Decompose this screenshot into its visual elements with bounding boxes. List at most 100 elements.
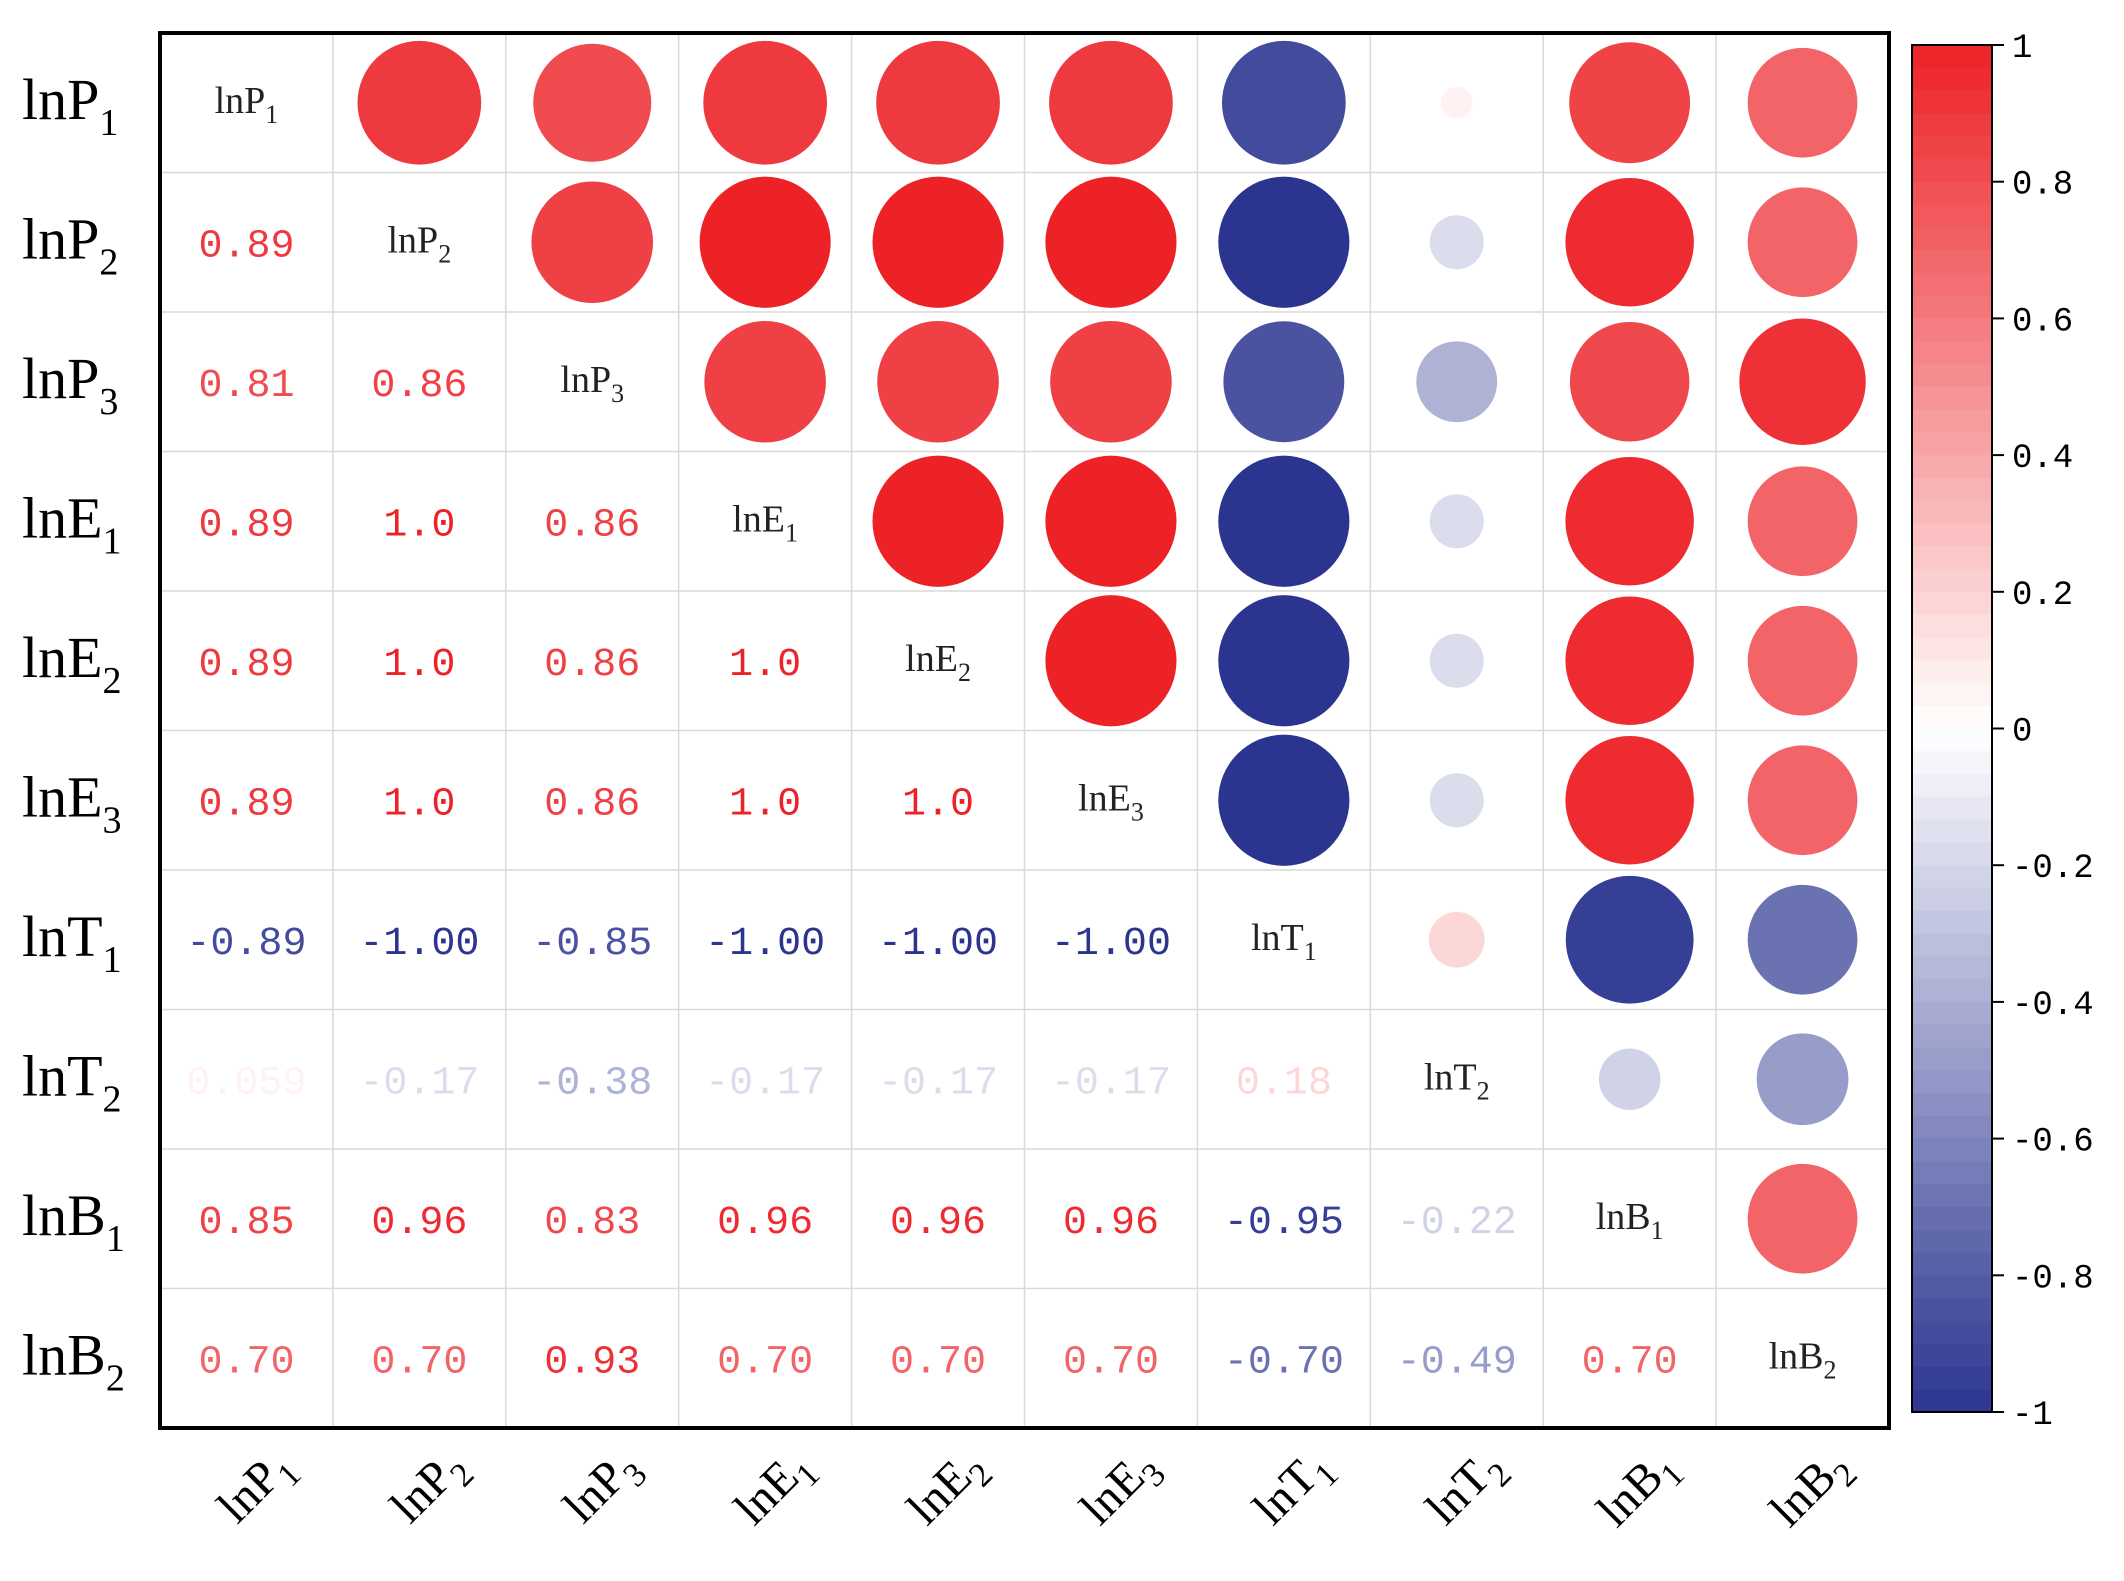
diagonal-label-sub: 3 <box>611 379 624 408</box>
value-label: -0.17 <box>359 1061 479 1106</box>
correlation-circle <box>1429 215 1484 270</box>
value-label: -0.17 <box>705 1061 825 1106</box>
diagonal-label: lnE1 <box>732 498 798 547</box>
colorbar-segment <box>1912 204 1992 228</box>
colorbar-tick-label: 0.2 <box>2012 577 2073 615</box>
value-label: -0.38 <box>532 1061 652 1106</box>
diagonal-label-base: lnT <box>1424 1056 1477 1098</box>
colorbar-segment <box>1912 227 1992 251</box>
correlation-circle <box>1569 322 1690 442</box>
colorbar-segment <box>1912 979 1992 1003</box>
value-label: -1.00 <box>705 922 825 967</box>
value-label: 0.83 <box>544 1201 640 1246</box>
diagonal-label: lnE3 <box>1078 777 1144 826</box>
diagonal-label-sub: 2 <box>1824 1355 1837 1384</box>
correlation-circle <box>1565 178 1694 307</box>
value-label: -1.00 <box>1051 922 1171 967</box>
colorbar-segment <box>1912 728 1992 752</box>
correlation-circle <box>1218 734 1350 866</box>
colorbar-segment <box>1912 1138 1992 1162</box>
row-label: lnB2 <box>22 1322 125 1399</box>
colorbar-segment <box>1912 682 1992 707</box>
column-labels: lnP1 lnP2 lnP3 lnE1 lnE2 lnE3 lnT1 lnT2 lnB1 lnB2 <box>207 1438 1865 1543</box>
diagonal-label-sub: 2 <box>958 658 971 687</box>
colorbar-segment <box>1912 1320 1992 1345</box>
correlation-circle <box>1218 455 1350 587</box>
column-label: lnE1 <box>724 1438 827 1541</box>
diagonal-label: lnT1 <box>1251 917 1317 966</box>
correlation-circle <box>1429 633 1484 688</box>
value-label: 0.89 <box>198 782 294 827</box>
value-label: 0.96 <box>717 1201 813 1246</box>
correlation-circle <box>1756 1033 1849 1126</box>
colorbar-segment <box>1912 637 1992 661</box>
colorbar-segment <box>1912 933 1992 957</box>
value-label: 1.0 <box>902 782 974 827</box>
colorbar-segment <box>1912 67 1992 92</box>
column-label: lnP1 <box>207 1438 308 1539</box>
colorbar-segment <box>1912 1093 1992 1117</box>
colorbar-segment <box>1912 1070 1992 1094</box>
row-label: lnE2 <box>22 625 122 702</box>
colorbar-tick-label: 1 <box>2012 30 2032 68</box>
colorbar-segment <box>1912 614 1992 638</box>
column-label: lnP3 <box>553 1438 654 1539</box>
colorbar-segment <box>1912 136 1992 160</box>
colorbar-segment <box>1912 1161 1992 1185</box>
correlation-circle <box>1569 42 1691 164</box>
colorbar-tick-label: 0.8 <box>2012 167 2073 205</box>
value-label: -1.00 <box>878 922 998 967</box>
row-label-sub: 2 <box>103 1078 122 1120</box>
colorbar-segment <box>1912 113 1992 137</box>
colorbar-segment <box>1912 295 1992 319</box>
colorbar-tick-label: 0.6 <box>2012 303 2073 341</box>
row-label-base: lnB <box>22 1322 106 1387</box>
row-label-sub: 3 <box>103 799 122 841</box>
row-label-sub: 1 <box>103 520 122 562</box>
row-label-sub: 1 <box>103 939 122 981</box>
diagonal-label-base: lnE <box>905 638 958 680</box>
diagonal-label-base: lnP <box>387 219 438 261</box>
correlation-circle <box>1045 455 1177 587</box>
row-label: lnP1 <box>22 67 118 144</box>
colorbar-segment <box>1912 1184 1992 1208</box>
column-label: lnB1 <box>1587 1438 1692 1543</box>
row-label: lnE3 <box>22 764 122 841</box>
correlation-circle <box>1049 40 1173 165</box>
value-label: -1.00 <box>359 922 479 967</box>
value-label: 0.86 <box>544 782 640 827</box>
colorbar-segment <box>1912 705 1992 730</box>
value-label: 0.70 <box>1582 1340 1678 1385</box>
colorbar-segment <box>1912 660 1992 684</box>
correlation-circle <box>1747 466 1858 577</box>
colorbar-segment <box>1912 546 1992 570</box>
value-label: 0.70 <box>198 1340 294 1385</box>
diagonal-label: lnB2 <box>1769 1335 1837 1384</box>
colorbar-segment <box>1912 774 1992 798</box>
diagonal-label-sub: 1 <box>265 100 278 129</box>
correlation-circle <box>1739 318 1866 445</box>
colorbar-segment <box>1912 910 1992 935</box>
correlation-circle <box>1565 457 1694 586</box>
value-label: 1.0 <box>729 643 801 688</box>
value-label: -0.95 <box>1224 1201 1344 1246</box>
diagonal-label-base: lnP <box>560 359 611 401</box>
correlation-circle <box>1747 605 1858 716</box>
row-label-base: lnP <box>22 67 99 132</box>
correlation-circle <box>1565 596 1694 725</box>
correlation-circle <box>872 455 1004 587</box>
colorbar-tick-label: 0.4 <box>2012 440 2073 478</box>
colorbar: 1 0.8 0.6 0.4 0.2 0 -0.2 -0.4 -0.6 -0.8 -1 <box>1911 30 2094 1435</box>
diagonal-label-sub: 3 <box>1131 797 1144 826</box>
column-label: lnB2 <box>1760 1438 1865 1543</box>
diagonal-label: lnP2 <box>387 219 451 268</box>
correlation-circle <box>703 40 828 165</box>
value-label: 0.70 <box>717 1340 813 1385</box>
colorbar-tick-label: 0 <box>2012 714 2032 752</box>
diagonal-label: lnT2 <box>1424 1056 1490 1105</box>
value-label: 0.18 <box>1236 1061 1332 1106</box>
row-label-base: lnP <box>22 346 99 411</box>
diagonal-label-base: lnE <box>732 498 785 540</box>
